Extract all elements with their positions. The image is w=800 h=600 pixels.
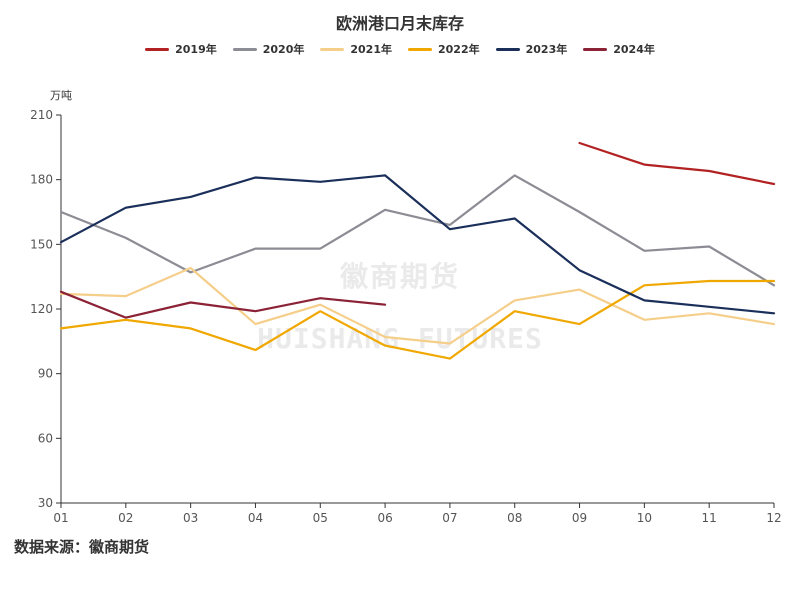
y-tick-label: 90 — [38, 367, 53, 381]
y-tick-label: 210 — [30, 108, 53, 122]
legend-label: 2019年 — [175, 43, 217, 56]
x-tick-label: 11 — [702, 511, 717, 525]
chart-title: 欧洲港口月末库存 — [335, 14, 464, 33]
legend-label: 2020年 — [262, 43, 305, 56]
legend-label: 2023年 — [525, 43, 568, 56]
series-line-0 — [578, 141, 776, 186]
y-axis-label: 万吨 — [50, 89, 72, 102]
x-tick-label: 12 — [766, 511, 781, 525]
x-tick-label: 03 — [183, 511, 198, 525]
y-tick-label: 180 — [30, 173, 53, 187]
legend-item[interactable]: 2022年 — [408, 41, 480, 57]
data-source: 数据来源：徽商期货 — [14, 538, 150, 556]
x-tick-label: 07 — [442, 511, 457, 525]
legend-item[interactable]: 2020年 — [232, 41, 305, 57]
series-line-5 — [59, 290, 387, 319]
legend-item[interactable]: 2024年 — [583, 41, 655, 57]
y-tick-label: 60 — [38, 431, 53, 445]
legend-label: 2024年 — [613, 43, 655, 56]
series-line-4 — [59, 174, 776, 315]
legend-item[interactable]: 2023年 — [495, 41, 568, 57]
x-tick-label: 01 — [53, 511, 68, 525]
legend-swatch — [583, 47, 608, 51]
x-tick-label: 09 — [572, 511, 587, 525]
series-line-2 — [59, 266, 776, 345]
legend-item[interactable]: 2021年 — [320, 41, 392, 57]
chart-legend: 2019年 2020年 2021年 2022年 2023年 2024年 — [0, 41, 800, 57]
legend-swatch — [145, 47, 170, 51]
series-line-1 — [59, 174, 776, 287]
x-tick-label: 05 — [313, 511, 328, 525]
legend-swatch — [232, 47, 257, 51]
y-tick-label: 150 — [30, 237, 53, 251]
x-tick-label: 10 — [637, 511, 652, 525]
x-tick-label: 08 — [507, 511, 522, 525]
x-tick-label: 06 — [377, 511, 392, 525]
y-tick-label: 30 — [38, 496, 53, 510]
legend-swatch — [408, 47, 432, 51]
x-tick-label: 02 — [118, 511, 133, 525]
legend-label: 2022年 — [438, 43, 480, 56]
legend-item[interactable]: 2019年 — [145, 41, 217, 57]
y-tick-label: 120 — [30, 302, 53, 316]
x-tick-label: 04 — [248, 511, 263, 525]
legend-swatch — [495, 47, 520, 51]
legend-label: 2021年 — [350, 43, 392, 56]
series-line-3 — [59, 279, 776, 360]
legend-swatch — [320, 47, 345, 51]
